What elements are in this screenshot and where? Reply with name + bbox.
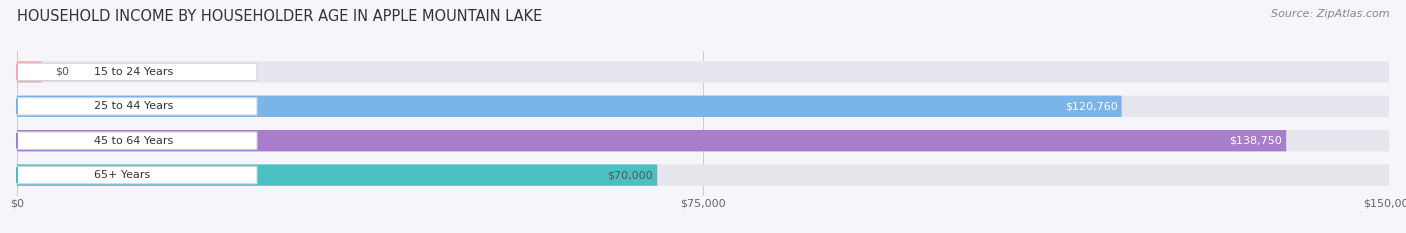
FancyBboxPatch shape — [17, 96, 1389, 117]
Text: HOUSEHOLD INCOME BY HOUSEHOLDER AGE IN APPLE MOUNTAIN LAKE: HOUSEHOLD INCOME BY HOUSEHOLDER AGE IN A… — [17, 9, 543, 24]
FancyBboxPatch shape — [17, 130, 1389, 151]
Text: $70,000: $70,000 — [607, 170, 654, 180]
FancyBboxPatch shape — [17, 98, 257, 115]
Text: 45 to 64 Years: 45 to 64 Years — [94, 136, 173, 146]
FancyBboxPatch shape — [17, 61, 42, 82]
FancyBboxPatch shape — [17, 166, 257, 184]
FancyBboxPatch shape — [17, 96, 1122, 117]
FancyBboxPatch shape — [17, 164, 657, 186]
FancyBboxPatch shape — [17, 164, 1389, 186]
FancyBboxPatch shape — [17, 130, 1286, 151]
Text: $120,760: $120,760 — [1064, 101, 1118, 111]
Text: 25 to 44 Years: 25 to 44 Years — [94, 101, 173, 111]
Text: $0: $0 — [55, 67, 69, 77]
FancyBboxPatch shape — [17, 61, 1389, 82]
Text: Source: ZipAtlas.com: Source: ZipAtlas.com — [1271, 9, 1389, 19]
FancyBboxPatch shape — [17, 63, 257, 81]
FancyBboxPatch shape — [17, 132, 257, 149]
Text: 65+ Years: 65+ Years — [94, 170, 150, 180]
Text: $138,750: $138,750 — [1229, 136, 1282, 146]
Text: 15 to 24 Years: 15 to 24 Years — [94, 67, 173, 77]
